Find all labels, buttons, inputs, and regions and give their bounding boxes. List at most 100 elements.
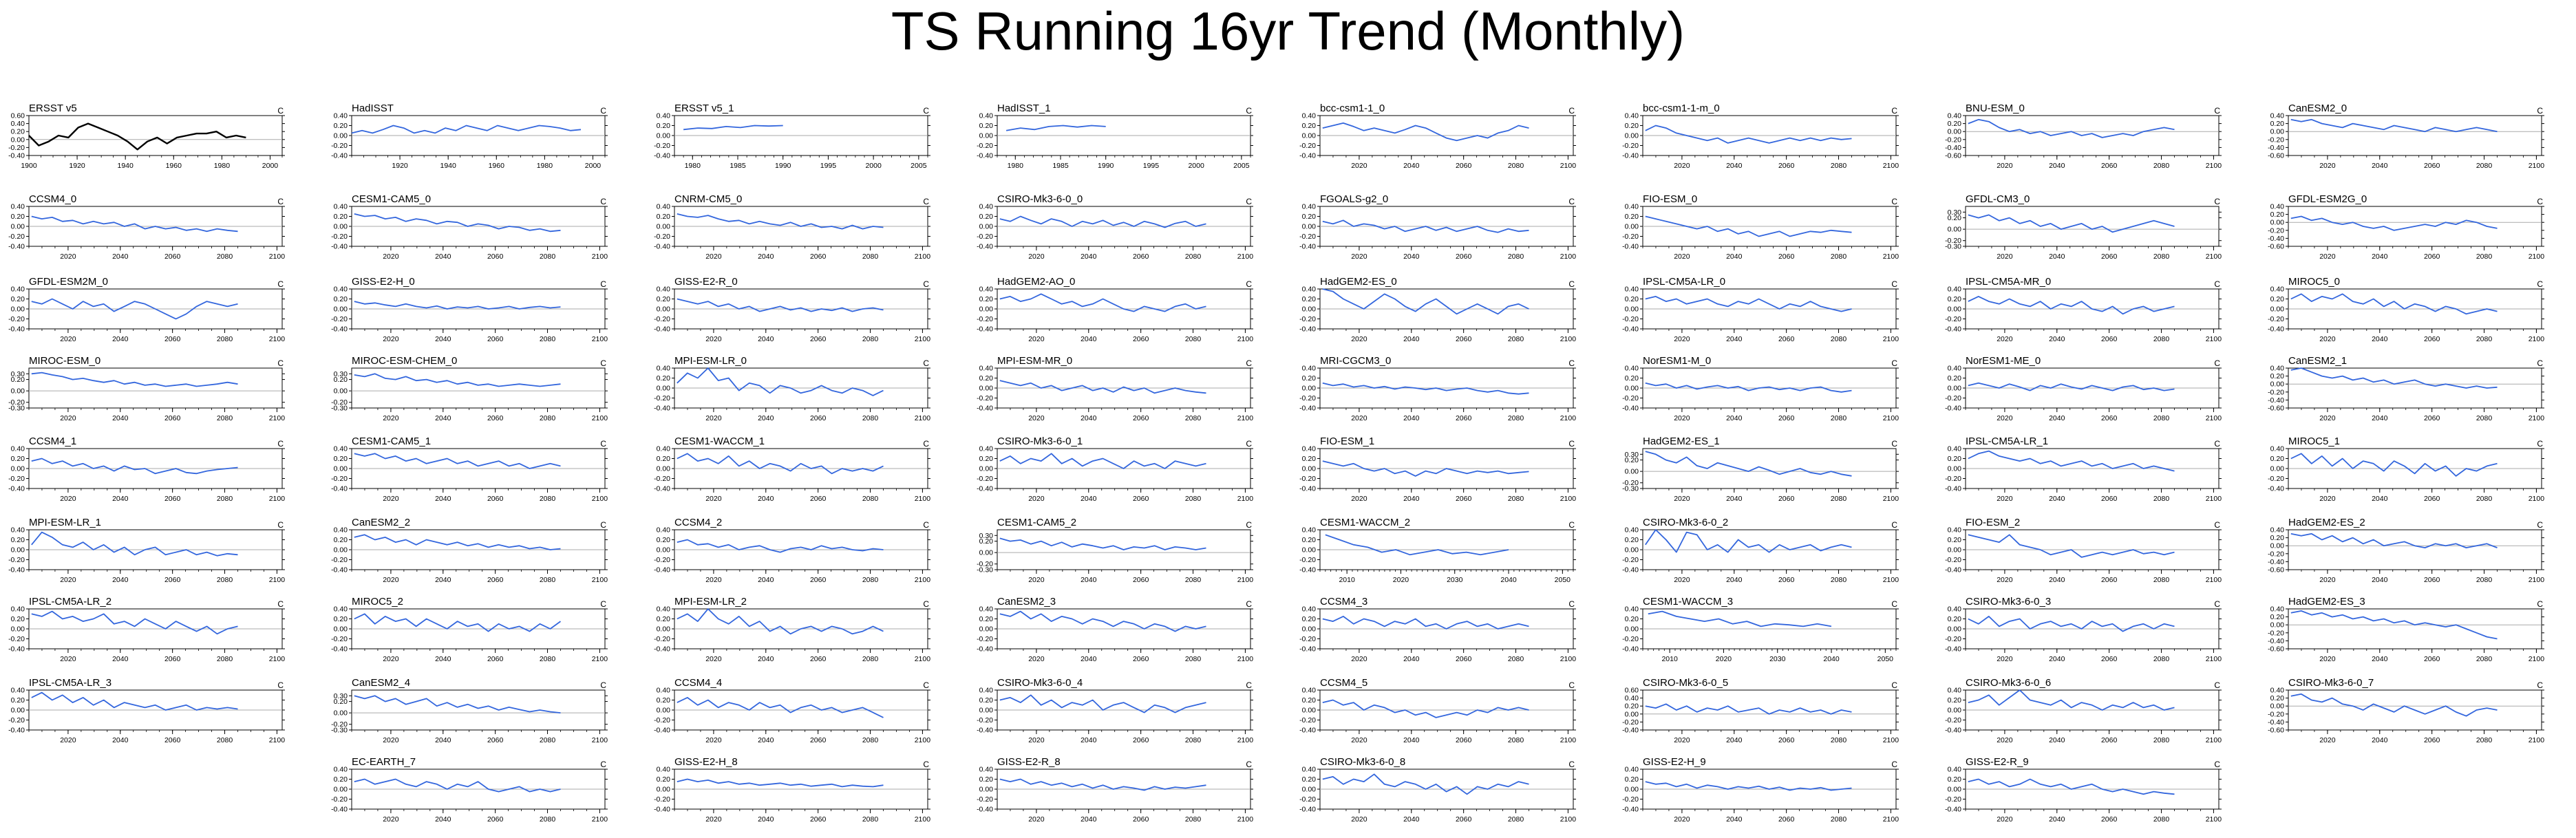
x-tick-label: 2020 [705, 576, 722, 584]
y-tick-label: 0.20 [334, 213, 348, 221]
x-tick-label: 2020 [2319, 253, 2336, 261]
x-tick-label: 2000 [585, 162, 602, 170]
x-tick-label: 2020 [1351, 335, 1367, 343]
x-tick-label: 2100 [1560, 162, 1577, 170]
x-tick-label: 2060 [487, 414, 504, 422]
x-tick-label: 2020 [1674, 162, 1690, 170]
panel-8: CanESM2_0 C 0.400.200.00-0.20-0.40-0.60 202… [2268, 103, 2544, 170]
y-tick-label: -0.30 [1945, 243, 1961, 251]
x-tick-label: 2080 [2153, 253, 2170, 261]
x-tick-label: 2040 [1081, 655, 1097, 663]
y-tick-label: -0.20 [1299, 394, 1316, 402]
panel-20: HadGEM2-AO_0 C 0.400.20 0.00-0.20 -0.40 2020 2… [977, 276, 1253, 343]
x-tick-label: 2040 [2372, 736, 2388, 744]
unit-label: C [600, 358, 606, 368]
series-line [2290, 693, 2498, 717]
series-line [354, 778, 561, 793]
panel-41: MPI-ESM-LR_1 C 0.400.20 0.00-0.20 -0.40 2020 2… [8, 517, 285, 584]
unit-label: C [1568, 520, 1575, 530]
y-tick-label: 0.40 [334, 605, 348, 614]
y-tick-label: 0.40 [1948, 687, 1962, 695]
x-tick-label: 2040 [2049, 253, 2065, 261]
x-tick-label: 2080 [2476, 736, 2493, 744]
y-tick-label: 0.00 [1948, 546, 1962, 555]
series-line [1968, 118, 2175, 138]
x-tick-label: 2020 [1674, 414, 1690, 422]
x-tick-label: 2080 [2476, 655, 2493, 663]
y-tick-label: 0.00 [1302, 786, 1317, 794]
y-tick-label: -0.40 [331, 485, 348, 493]
series-line [1322, 219, 1529, 233]
x-tick-label: 2040 [2049, 736, 2065, 744]
y-tick-label: 0.40 [2270, 203, 2285, 211]
x-tick-label: 1980 [537, 162, 553, 170]
panel-14: FIO-ESM_0 C 0.40 0.20 0.00 -0.20 -0.40 2020 2040… [1622, 193, 1899, 261]
series-line [1645, 295, 1852, 312]
panel-58: CanESM2_4 C 0.300.20 0.00 -0.20-0.30 2020 2040… [331, 677, 608, 744]
unit-label: C [1246, 197, 1252, 206]
x-tick-label: 2060 [1456, 736, 1472, 744]
y-tick-label: -0.40 [977, 405, 993, 413]
panel-70: GISS-E2-R_9 C 0.400.20 0.00-0.20 -0.40 2020 20… [1945, 756, 2222, 824]
x-tick-label: 2020 [1351, 736, 1367, 744]
x-tick-label: 2100 [1237, 815, 1254, 824]
panel-title: CSIRO-Mk3-6-0_3 [1966, 596, 2051, 608]
x-tick-label: 2080 [540, 414, 556, 422]
x-tick-label: 2060 [1778, 576, 1795, 584]
x-tick-label: 2080 [1831, 495, 1847, 503]
x-tick-label: 2040 [435, 576, 451, 584]
y-tick-label: 0.40 [1625, 286, 1639, 294]
y-tick-label: -0.40 [1299, 806, 1316, 814]
plot-frame [28, 115, 283, 156]
x-tick-label: 2060 [2101, 414, 2118, 422]
x-tick-label: 2020 [1028, 414, 1045, 422]
y-tick-label: 0.40 [334, 286, 348, 294]
y-tick-label: 0.00 [1302, 132, 1317, 140]
y-tick-label: -0.20 [331, 635, 348, 643]
y-tick-label: -0.40 [1945, 325, 1961, 334]
x-tick-label: 2080 [217, 655, 233, 663]
x-tick-label: 2020 [383, 736, 399, 744]
y-tick-label: 0.00 [2270, 542, 2285, 550]
x-tick-label: 2040 [435, 736, 451, 744]
y-tick-label: 0.20 [1625, 615, 1639, 623]
y-tick-label: 0.20 [657, 374, 671, 383]
x-tick-label: 2040 [1726, 335, 1743, 343]
y-tick-label: -0.20 [1622, 556, 1639, 564]
y-tick-label: -0.20 [8, 233, 25, 241]
y-tick-label: 0.00 [1948, 625, 1962, 634]
panel-title: IPSL-CM5A-LR_3 [29, 677, 111, 689]
series-line [677, 213, 884, 230]
x-tick-label: 2020 [1674, 576, 1690, 584]
x-tick-label: 2020 [1028, 495, 1045, 503]
y-tick-label: -0.40 [1945, 645, 1961, 654]
unit-label: C [277, 599, 284, 609]
y-tick-label: 0.20 [979, 213, 994, 221]
x-tick-label: 2080 [540, 253, 556, 261]
x-tick-label: 2020 [383, 655, 399, 663]
unit-label: C [923, 439, 929, 449]
x-tick-label: 2100 [1883, 736, 1899, 744]
series-line [31, 610, 238, 635]
x-tick-label: 1990 [775, 162, 791, 170]
x-tick-label: 2100 [1237, 495, 1254, 503]
x-tick-label: 2080 [862, 576, 879, 584]
x-tick-label: 2060 [2101, 162, 2118, 170]
x-tick-label: 2080 [2476, 414, 2493, 422]
x-tick-label: 2060 [1456, 335, 1472, 343]
x-tick-label: 1990 [1098, 162, 1114, 170]
x-tick-label: 2100 [915, 576, 931, 584]
x-tick-label: 2100 [915, 253, 931, 261]
series-line [677, 696, 884, 718]
panel-title: MIROC-ESM-CHEM_0 [352, 355, 457, 367]
y-tick-label: 0.00 [334, 625, 348, 634]
x-tick-label: 2040 [1726, 576, 1743, 584]
unit-label: C [600, 520, 606, 530]
x-tick-label: 2020 [1028, 335, 1045, 343]
y-tick-label: 0.40 [1625, 203, 1639, 211]
x-tick-label: 2080 [540, 736, 556, 744]
series-line [1322, 288, 1529, 315]
y-tick-label: 0.40 [657, 365, 671, 373]
x-tick-label: 2100 [592, 414, 608, 422]
y-tick-label: 0.20 [2270, 372, 2285, 380]
